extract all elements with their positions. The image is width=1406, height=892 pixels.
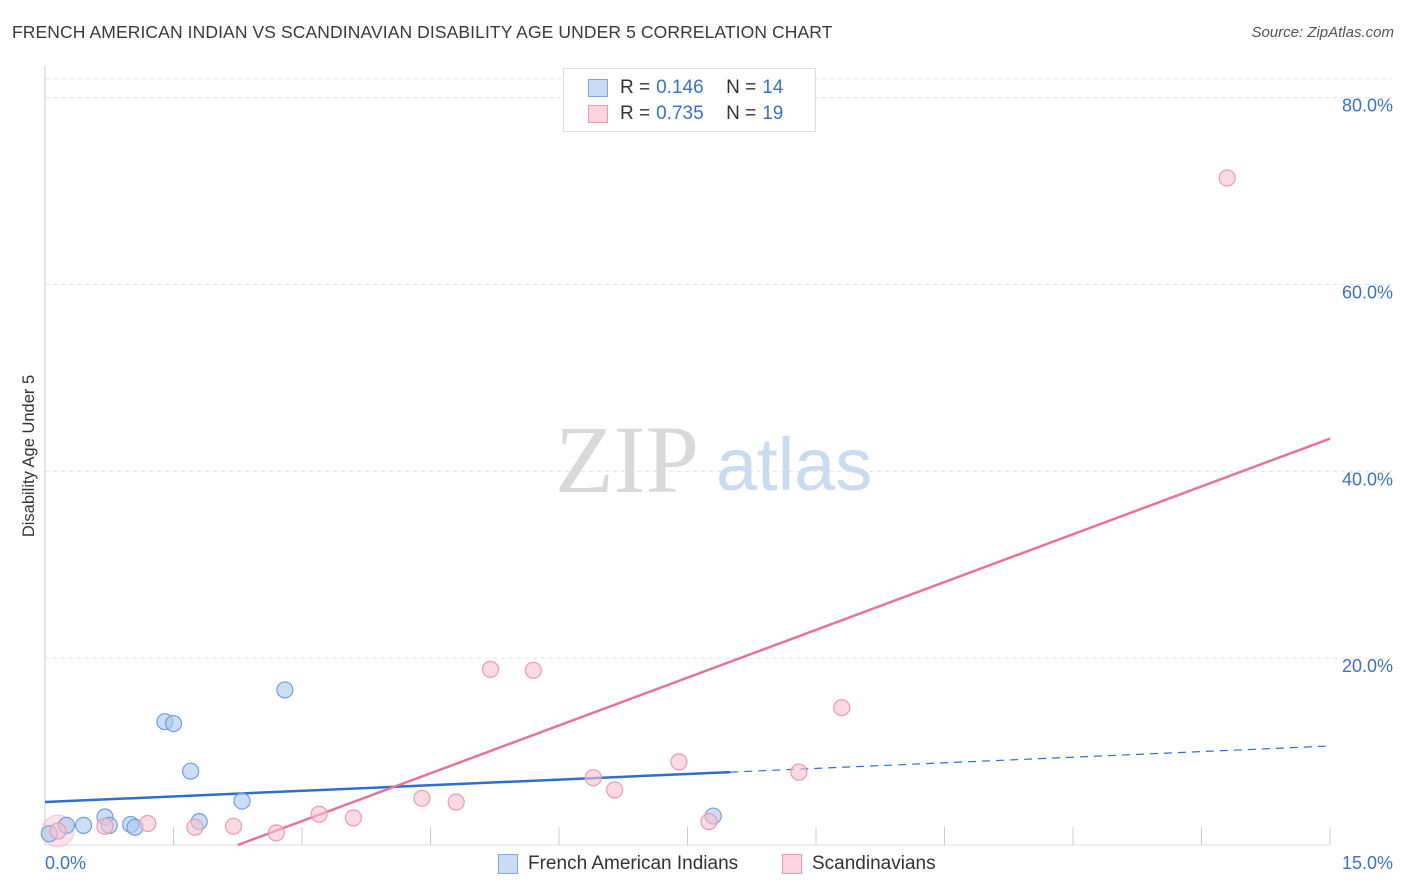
point-scandinavians xyxy=(139,814,157,833)
point-scandinavians xyxy=(344,809,362,827)
gridlines xyxy=(45,78,1392,659)
trend-line-french-american-indians-extension xyxy=(730,745,1331,773)
tick-labels: 20.0% 40.0% 60.0% 80.0% 0.0% 15.0% xyxy=(45,96,1393,873)
data-points xyxy=(40,169,1236,848)
correlation-legend: R = 0.146 N = 14 R = 0.735 N = 19 xyxy=(563,68,816,132)
axes xyxy=(44,66,1331,846)
legend-n-label: N = xyxy=(726,77,757,98)
point-french-american-indians xyxy=(276,681,294,699)
legend-swatch-blue xyxy=(588,79,608,97)
point-scandinavians xyxy=(670,753,688,771)
point-scandinavians xyxy=(413,789,431,807)
point-scandinavians xyxy=(310,805,328,823)
series-swatch-pink xyxy=(782,854,802,874)
legend-row-scandinavians: R = 0.735 N = 19 xyxy=(588,103,783,125)
legend-swatch-pink xyxy=(588,105,608,123)
x-tick-label-min: 0.0% xyxy=(45,853,86,873)
series-swatch-blue xyxy=(498,854,518,874)
legend-row-french-american-indians: R = 0.146 N = 14 xyxy=(588,77,783,99)
point-scandinavians xyxy=(524,661,542,679)
point-french-american-indians xyxy=(164,714,183,733)
source-label: Source: ZipAtlas.com xyxy=(1251,24,1394,41)
point-french-american-indians xyxy=(233,792,251,810)
legend-r-label: R = xyxy=(620,77,651,98)
point-scandinavians xyxy=(186,818,204,836)
point-scandinavians xyxy=(224,817,243,835)
trend-line-french-american-indians xyxy=(44,770,731,804)
point-scandinavians xyxy=(96,817,114,835)
point-scandinavians xyxy=(700,813,718,831)
point-scandinavians xyxy=(790,763,808,781)
x-tick-label-max: 15.0% xyxy=(1342,853,1393,873)
legend-n-label: N = xyxy=(726,103,757,124)
legend-n-value: 19 xyxy=(762,103,784,124)
y-tick-label: 60.0% xyxy=(1342,283,1393,303)
y-axis-label: Disability Age Under 5 xyxy=(20,375,38,537)
series-label: Scandinavians xyxy=(812,853,936,874)
point-scandinavians xyxy=(606,781,624,799)
trend-lines xyxy=(44,437,1331,847)
series-legend-scandinavians[interactable]: Scandinavians xyxy=(782,852,936,876)
legend-n-value: 14 xyxy=(762,77,784,98)
point-scandinavians xyxy=(833,699,851,717)
series-legend-french-american-indians[interactable]: French American Indians xyxy=(498,852,738,876)
point-french-american-indians xyxy=(74,816,93,834)
point-scandinavians xyxy=(481,660,500,678)
point-scandinavians xyxy=(49,822,67,840)
y-tick-label: 80.0% xyxy=(1342,96,1393,116)
y-tick-label: 40.0% xyxy=(1342,469,1393,489)
watermark-atlas: atlas xyxy=(716,423,872,506)
series-label: French American Indians xyxy=(528,853,739,874)
legend-r-value: 0.146 xyxy=(656,77,704,98)
legend-r-value: 0.735 xyxy=(656,103,704,124)
point-scandinavians xyxy=(267,824,285,842)
watermark: ZIP atlas xyxy=(555,406,872,513)
watermark-zip: ZIP xyxy=(555,406,699,513)
point-scandinavians xyxy=(584,769,602,787)
point-french-american-indians xyxy=(182,762,200,780)
point-scandinavians xyxy=(1218,169,1236,187)
chart-title: FRENCH AMERICAN INDIAN VS SCANDINAVIAN D… xyxy=(12,22,833,42)
trend-line-scandinavians xyxy=(237,437,1331,847)
legend-r-label: R = xyxy=(620,103,651,124)
y-tick-label: 20.0% xyxy=(1342,656,1393,676)
point-scandinavians xyxy=(447,793,465,811)
